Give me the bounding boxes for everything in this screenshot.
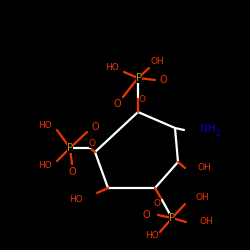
Text: O: O [154, 198, 160, 207]
Text: O: O [138, 94, 145, 104]
Text: NH: NH [200, 124, 216, 134]
Text: O: O [88, 138, 96, 147]
Text: HO: HO [105, 64, 119, 72]
Text: 2: 2 [216, 128, 221, 138]
Text: HO: HO [38, 160, 52, 170]
Text: O: O [142, 210, 150, 220]
Text: O: O [113, 99, 121, 109]
Text: OH: OH [195, 194, 209, 202]
Text: P: P [136, 73, 142, 83]
Text: OH: OH [150, 58, 164, 66]
Text: O: O [68, 167, 76, 177]
Text: O: O [91, 122, 99, 132]
Text: HO: HO [38, 122, 52, 130]
Text: P: P [169, 213, 175, 223]
Text: OH: OH [200, 218, 214, 226]
Text: HO: HO [69, 196, 83, 204]
Text: HO: HO [145, 232, 159, 240]
Text: O: O [159, 75, 167, 85]
Text: OH: OH [197, 164, 211, 172]
Text: P: P [67, 143, 73, 153]
